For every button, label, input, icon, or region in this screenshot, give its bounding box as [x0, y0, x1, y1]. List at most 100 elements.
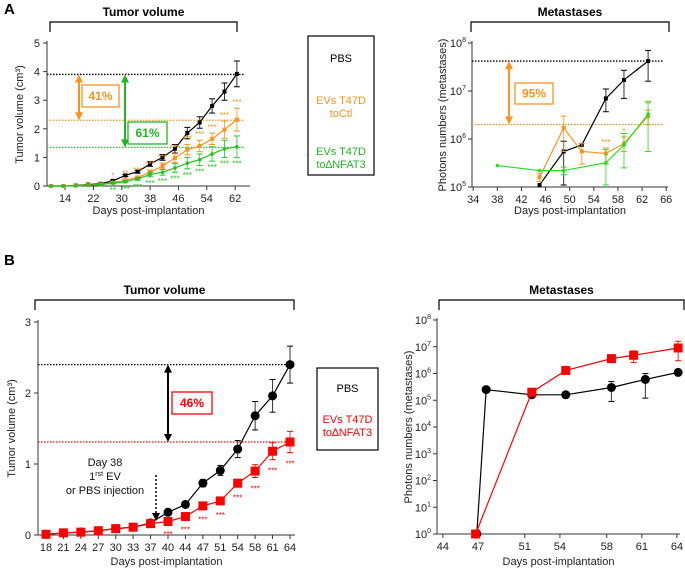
y-tick-base: 10	[415, 395, 427, 407]
significance-stars: ***	[195, 167, 204, 176]
significance-stars: ***	[133, 182, 142, 191]
data-point	[561, 365, 571, 375]
y-axis-label: Tumor volume (cm³)	[14, 65, 26, 164]
y-tick-label: 1	[25, 459, 31, 471]
legend-entry: PBS	[330, 53, 352, 65]
data-point	[185, 161, 190, 165]
data-point	[285, 437, 295, 447]
x-tick-label: 66	[660, 194, 672, 206]
y-tick-label: 105	[415, 394, 431, 407]
data-point	[135, 177, 140, 181]
series-line	[476, 371, 679, 535]
x-tick-label: 46	[539, 194, 551, 206]
data-point	[250, 411, 260, 421]
x-tick-label: 54	[588, 194, 600, 206]
x-tick-label: 34	[467, 194, 479, 206]
data-point	[537, 168, 542, 173]
data-point	[561, 168, 566, 173]
y-tick-exponent: 8	[427, 314, 431, 321]
x-tick-label: 47	[472, 541, 484, 553]
injection-note-line3: or PBS injection	[66, 485, 144, 497]
data-point	[160, 155, 165, 160]
x-tick-label: 58	[249, 542, 261, 554]
y-tick-label: 105	[450, 181, 466, 194]
x-tick-label: 64	[284, 542, 296, 554]
data-point	[198, 501, 208, 511]
x-tick-label: 33	[127, 542, 139, 554]
title-bracket	[34, 299, 295, 310]
significance-stars: ***	[220, 111, 229, 120]
legend-entry: toCtl	[330, 108, 353, 120]
series-pbs	[537, 49, 652, 188]
significance-stars: ***	[285, 460, 294, 469]
data-point	[235, 145, 239, 149]
x-tick-label: 64	[671, 541, 683, 553]
legend-box	[316, 367, 379, 451]
x-tick-label: 47	[197, 542, 209, 554]
significance-stars: ***	[198, 516, 207, 525]
series-evs-t47d-to-nfat3	[495, 101, 652, 186]
x-tick-label: 30	[110, 542, 122, 554]
y-tick-base: 10	[415, 449, 427, 461]
chart-title: Metastases	[538, 5, 603, 19]
significance-stars: ***	[163, 530, 172, 539]
y-tick-exponent: 8	[462, 37, 466, 44]
x-tick-label: 18	[40, 542, 52, 554]
x-tick-label: 24	[75, 542, 87, 554]
data-point	[180, 499, 190, 509]
x-tick-label: 61	[636, 541, 648, 553]
data-point	[621, 77, 626, 82]
arrow-head-down-icon	[505, 116, 513, 125]
data-point	[673, 343, 683, 353]
significance-stars: **	[122, 169, 128, 178]
significance-stars: ***	[133, 166, 142, 175]
injection-note-line1: Day 38	[88, 457, 123, 469]
series-line	[497, 113, 649, 172]
y-tick-label: 3	[25, 317, 31, 329]
y-tick-label: 3	[34, 95, 40, 107]
x-tick-label: 62	[636, 194, 648, 206]
x-tick-label: 14	[59, 193, 71, 205]
data-point	[210, 136, 215, 141]
legend-entry: PBS	[336, 383, 358, 395]
data-point	[128, 522, 138, 532]
y-tick-label: 2	[34, 124, 40, 136]
y-tick-label: 107	[450, 85, 466, 98]
y-tick-base: 10	[415, 422, 427, 434]
x-tick-label: 61	[266, 542, 278, 554]
y-tick-exponent: 7	[427, 341, 431, 348]
y-tick-label: 102	[415, 475, 431, 488]
data-point	[495, 163, 500, 168]
y-tick-exponent: 3	[427, 448, 431, 455]
y-tick-base: 10	[450, 86, 462, 98]
data-point	[197, 143, 202, 148]
y-tick-label: 108	[415, 314, 431, 327]
chart-title: Tumor volume	[124, 283, 206, 297]
y-tick-base: 10	[450, 182, 462, 194]
y-tick-label: 107	[415, 341, 431, 354]
x-tick-label: 54	[554, 541, 566, 553]
y-tick-exponent: 1	[427, 501, 431, 508]
significance-stars: ***	[170, 174, 179, 183]
series-line	[539, 60, 649, 186]
title-bracket	[470, 21, 670, 32]
significance-stars: ***	[121, 185, 130, 194]
data-point	[285, 360, 295, 370]
data-point	[163, 517, 173, 527]
data-point	[222, 147, 227, 151]
y-axis-label: Photons numbers (metastases)	[437, 39, 449, 192]
note-rest: EV	[103, 471, 121, 483]
data-point	[646, 112, 650, 116]
data-point	[579, 149, 584, 154]
y-tick-label: 100	[415, 528, 431, 541]
data-point	[148, 161, 153, 166]
significance-stars: ***	[170, 144, 179, 153]
series-line	[475, 347, 679, 535]
chart-1: Tumor volume 0 1 2 3 4 5 14 22 30 38 46 54 62 Days pos…	[14, 5, 250, 217]
x-tick-label: 58	[612, 194, 624, 206]
x-axis-label: Days post-implantation	[514, 205, 626, 217]
percent-label: 41%	[88, 89, 112, 103]
